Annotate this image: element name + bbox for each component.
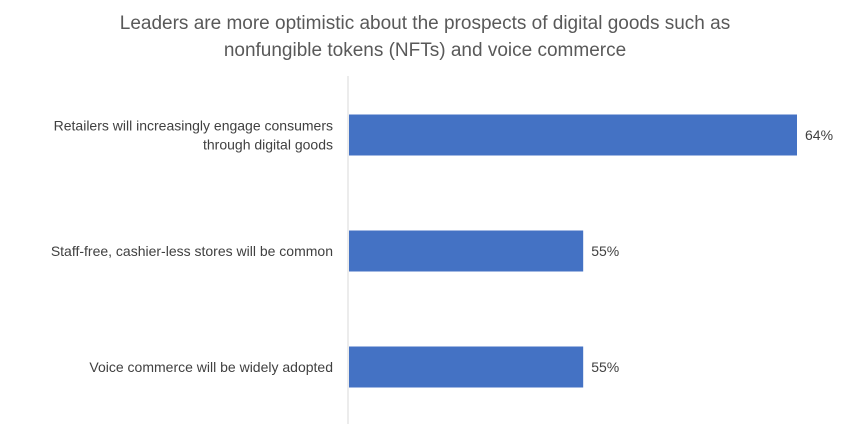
chart-title-line-2: nonfungible tokens (NFTs) and voice comm… bbox=[223, 40, 627, 61]
data-label-2: 55% bbox=[591, 359, 619, 375]
category-label-0-line-1: Retailers will increasingly engage consu… bbox=[54, 118, 333, 134]
data-label-0: 64% bbox=[805, 127, 833, 143]
category-label-1: Staff-free, cashier-less stores will be … bbox=[51, 243, 333, 259]
chart-title-line-1: Leaders are more optimistic about the pr… bbox=[119, 13, 731, 34]
bar-0 bbox=[349, 114, 797, 156]
bar-1 bbox=[349, 230, 584, 272]
category-label-0-line-2: through digital goods bbox=[203, 137, 333, 153]
bar-2 bbox=[349, 346, 584, 388]
chart-title: Leaders are more optimistic about the pr… bbox=[0, 10, 850, 64]
data-label-1: 55% bbox=[591, 243, 619, 259]
category-label-2: Voice commerce will be widely adopted bbox=[89, 359, 333, 375]
